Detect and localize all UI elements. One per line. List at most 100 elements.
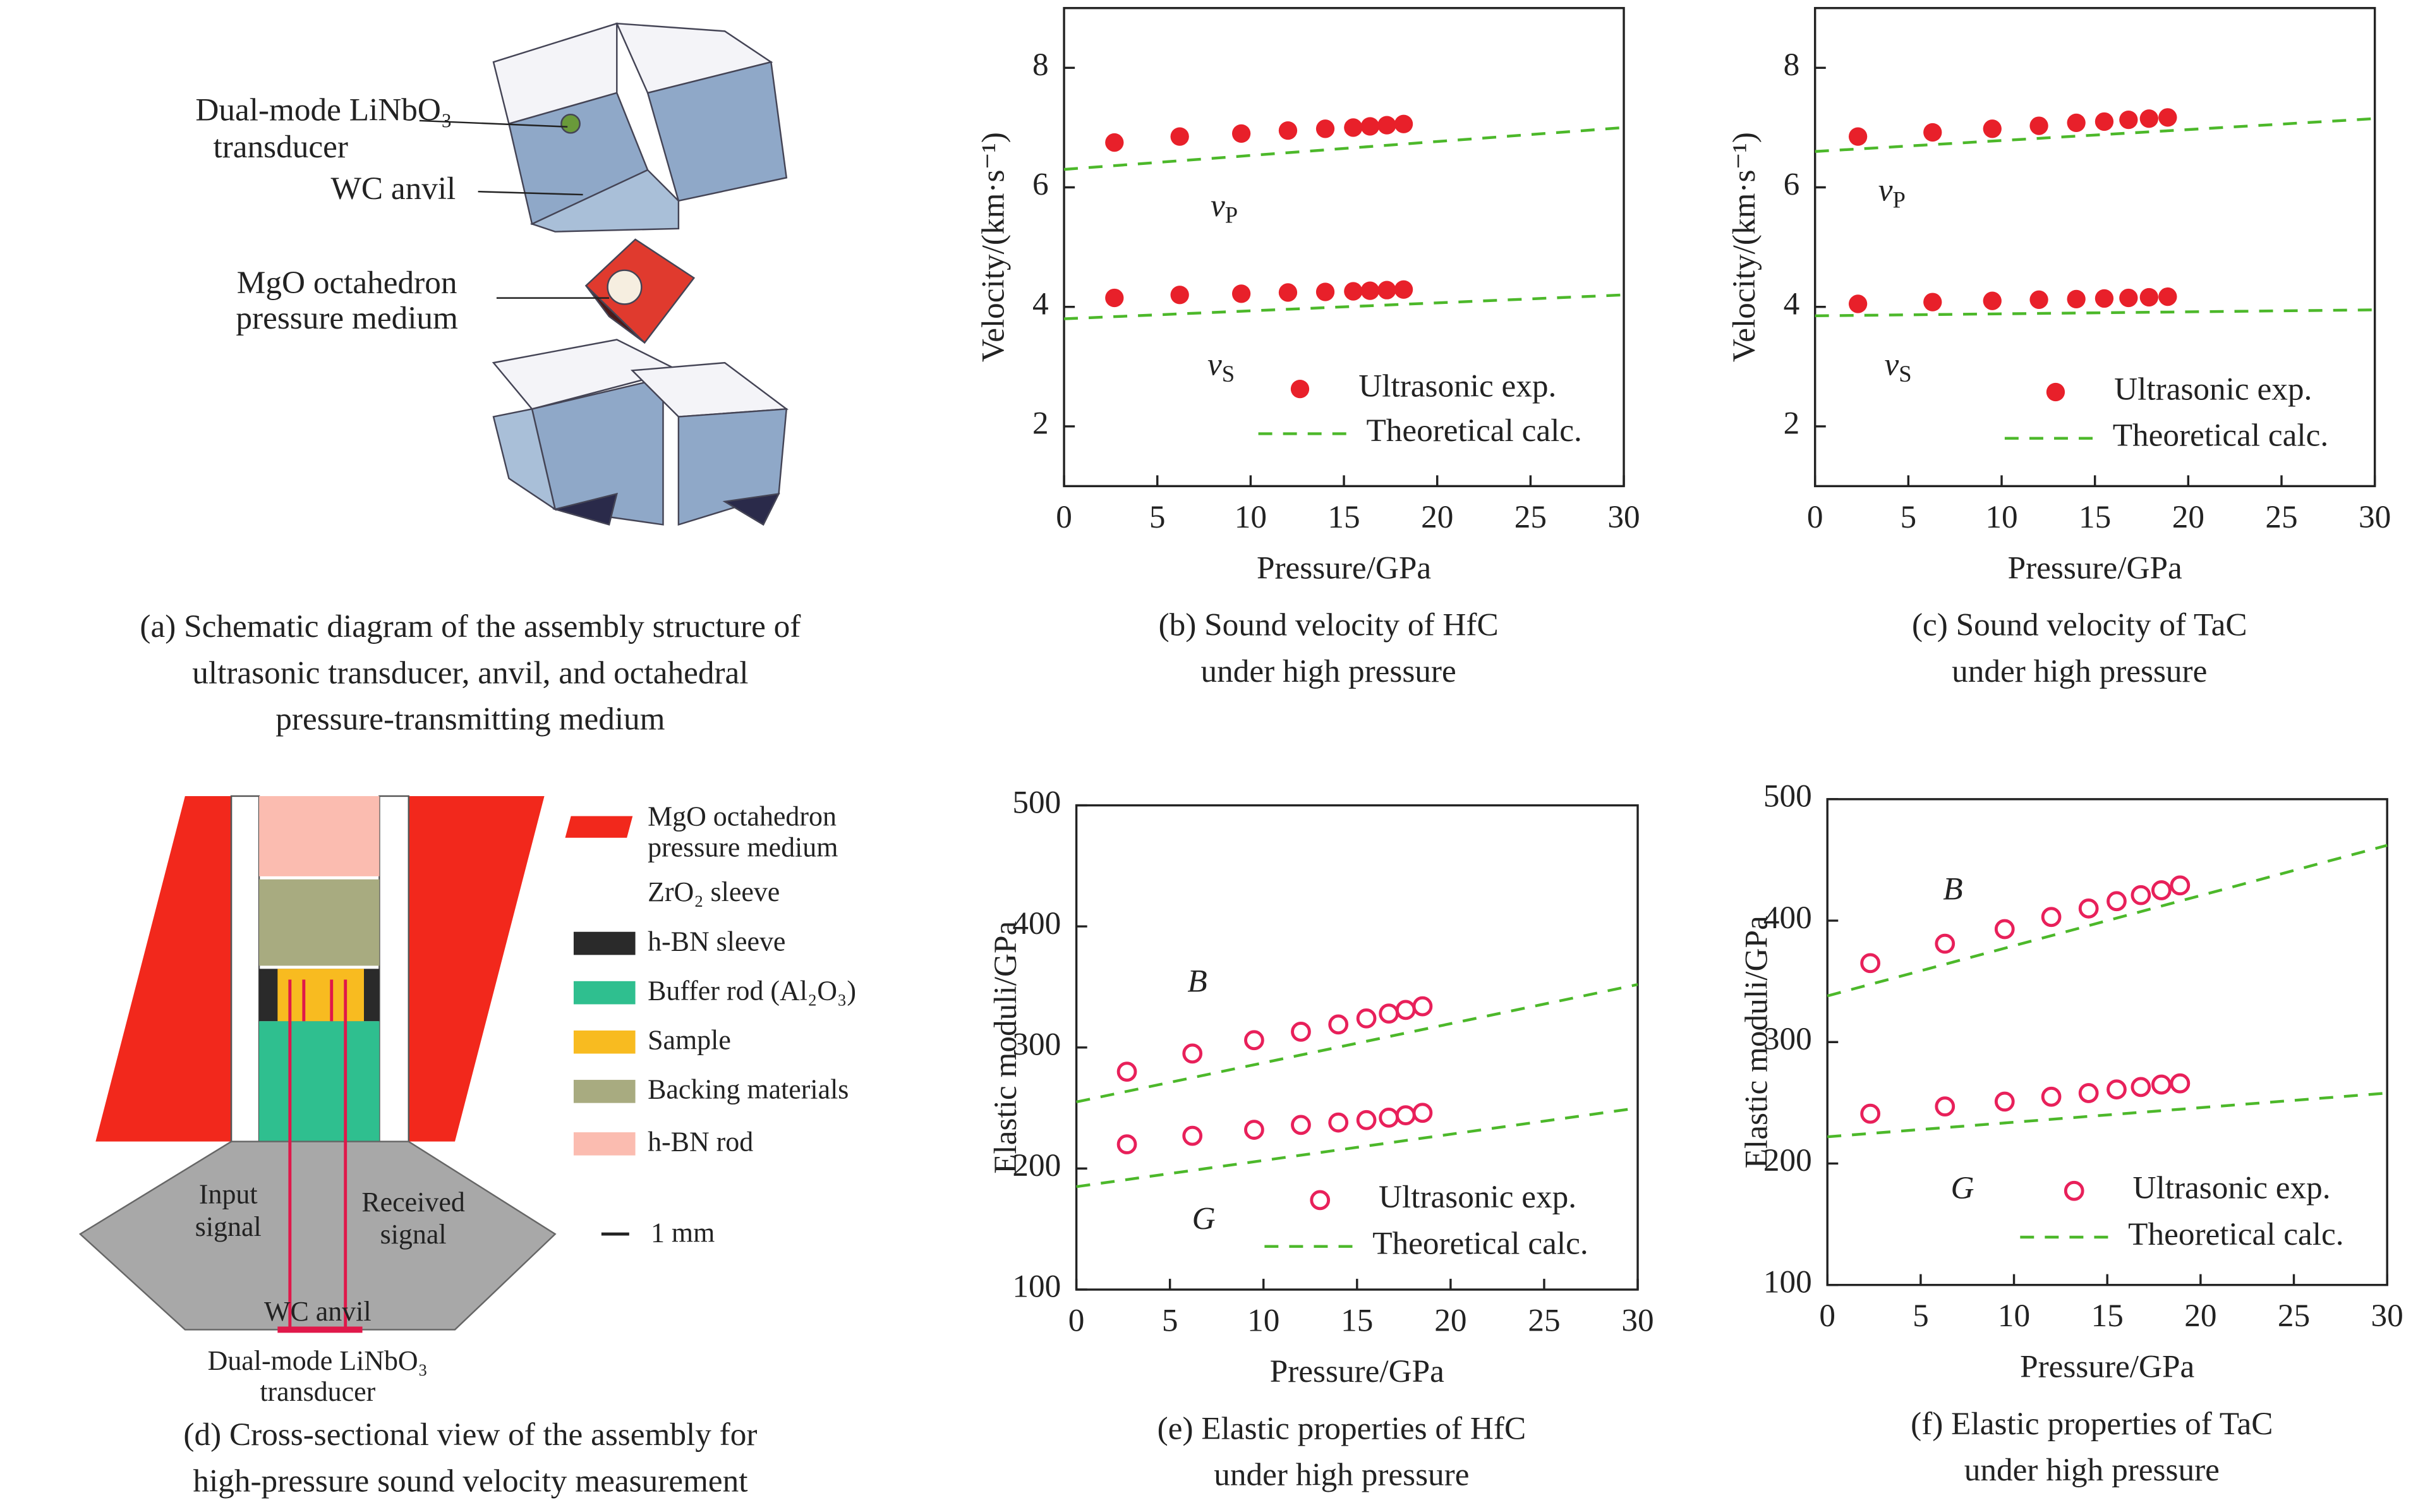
data-point: [1394, 114, 1413, 133]
data-point: [1244, 1030, 1264, 1051]
x-tick-label: 5: [1901, 499, 1917, 535]
y-tick-label: 8: [1032, 47, 1049, 83]
label: transducer: [213, 129, 348, 165]
data-point: [1356, 1110, 1377, 1130]
data-point: [1244, 1120, 1264, 1140]
caption: ultrasonic transducer, anvil, and octahe…: [192, 655, 748, 691]
label: Dual-mode LiNbO₃: [195, 92, 452, 128]
data-point: [1291, 1022, 1311, 1042]
x-tick-label: 0: [1819, 1298, 1835, 1334]
x-tick-label: 10: [1985, 499, 2017, 535]
anvil-face: [552, 492, 618, 526]
data-point: [2170, 875, 2191, 896]
data-point: [1360, 281, 1380, 300]
y-tick-label: 100: [1763, 1264, 1812, 1300]
label: Input: [199, 1179, 258, 1210]
data-point: [1116, 1061, 1137, 1082]
legend-label: Backing materials: [648, 1074, 849, 1105]
caption: high-pressure sound velocity measurement: [193, 1463, 747, 1499]
legend-label: h-BN sleeve: [648, 926, 785, 957]
annotation: B: [1943, 871, 1962, 907]
zro2-sleeve: [230, 795, 260, 1142]
data-point: [1231, 284, 1251, 303]
label: Dual-mode LiNbO₃: [208, 1345, 428, 1376]
y-axis-title: Elastic moduli/GPa: [1739, 916, 1775, 1168]
caption: (e) Elastic properties of HfC: [1158, 1410, 1526, 1446]
label: signal: [195, 1211, 262, 1242]
data-point: [1412, 996, 1433, 1017]
legend-marker: [2046, 382, 2065, 402]
x-tick-label: 20: [2184, 1298, 2216, 1334]
caption: under high pressure: [1964, 1452, 2220, 1488]
octahedron-section: [95, 795, 232, 1142]
y-tick-label: 500: [1763, 778, 1812, 814]
y-tick-label: 100: [1012, 1269, 1061, 1305]
data-point: [1923, 123, 1942, 142]
data-point: [2151, 880, 2172, 900]
data-point: [1315, 282, 1335, 301]
annotation: B: [1187, 963, 1207, 999]
x-tick-label: 25: [1514, 499, 1547, 535]
annotation-symbol: B: [1187, 963, 1207, 999]
annotation: vS: [1885, 346, 1912, 387]
x-tick-label: 30: [1607, 499, 1640, 535]
x-tick-label: 0: [1068, 1302, 1085, 1338]
data-point: [1935, 933, 1956, 954]
data-point: [1412, 1103, 1433, 1123]
legend-label: Ultrasonic exp.: [1358, 368, 1556, 404]
annotation-symbol: B: [1943, 871, 1962, 907]
data-point: [2158, 108, 2177, 127]
panel-d-labels: MgO octahedron pressure medium ZrO₂ slee…: [183, 801, 856, 1499]
data-point: [1344, 282, 1363, 301]
caption: under high pressure: [1201, 653, 1456, 689]
data-point: [1105, 133, 1124, 152]
legend-label: Theoretical calc.: [1372, 1225, 1588, 1261]
data-point: [1848, 294, 1868, 313]
sample: [277, 969, 365, 1022]
annotation: G: [1950, 1170, 1974, 1206]
data-point: [2078, 1083, 2099, 1103]
x-axis-title: Pressure/GPa: [2008, 550, 2182, 586]
y-tick-label: 300: [1763, 1021, 1812, 1057]
legend-label: Theoretical calc.: [2113, 417, 2328, 453]
label: Received: [361, 1187, 464, 1218]
plot-frame: [1813, 7, 2376, 488]
legend-label: Theoretical calc.: [2128, 1216, 2343, 1252]
y-tick-label: 4: [1784, 286, 1800, 322]
caption: (c) Sound velocity of TaC: [1912, 607, 2247, 643]
y-tick-label: 200: [1763, 1142, 1812, 1178]
legend-label: Ultrasonic exp.: [2132, 1170, 2330, 1206]
signal-arrows: [288, 979, 348, 1330]
legend-label: Buffer rod (Al₂O₃): [648, 975, 856, 1006]
y-tick-label: 2: [1032, 406, 1049, 442]
annotation-symbol: v: [1211, 188, 1225, 224]
data-point: [1377, 116, 1396, 135]
theory-line: [1063, 126, 1624, 171]
x-axis-title: Pressure/GPa: [1257, 550, 1431, 586]
data-point: [2078, 898, 2099, 919]
anvil-face: [646, 61, 788, 202]
label: WC anvil: [264, 1296, 372, 1327]
label: MgO octahedron: [237, 265, 457, 301]
data-point: [1278, 283, 1298, 302]
label: transducer: [260, 1376, 375, 1407]
x-tick-label: 20: [1434, 1302, 1466, 1338]
data-point: [2139, 109, 2158, 128]
data-point: [1923, 293, 1942, 311]
legend-marker: [2064, 1180, 2084, 1201]
x-tick-label: 10: [1235, 499, 1267, 535]
legend-swatch: [573, 1030, 636, 1054]
data-point: [2131, 885, 2151, 905]
x-tick-label: 5: [1149, 499, 1166, 535]
data-point: [2029, 290, 2048, 309]
y-axis-title: Elastic moduli/GPa: [988, 921, 1024, 1174]
label: pressure medium: [236, 300, 458, 336]
chart: 0 5 10 15 20 25 30 100 200 300 400 500 Pressure/GPa E…: [1739, 778, 2403, 1489]
caption: (f) Elastic properties of TaC: [1911, 1406, 2273, 1442]
data-point: [2151, 1074, 2172, 1095]
annotation-symbol: v: [1885, 346, 1899, 382]
annotation-symbol: v: [1878, 172, 1893, 208]
octahedron-face: [585, 285, 646, 344]
